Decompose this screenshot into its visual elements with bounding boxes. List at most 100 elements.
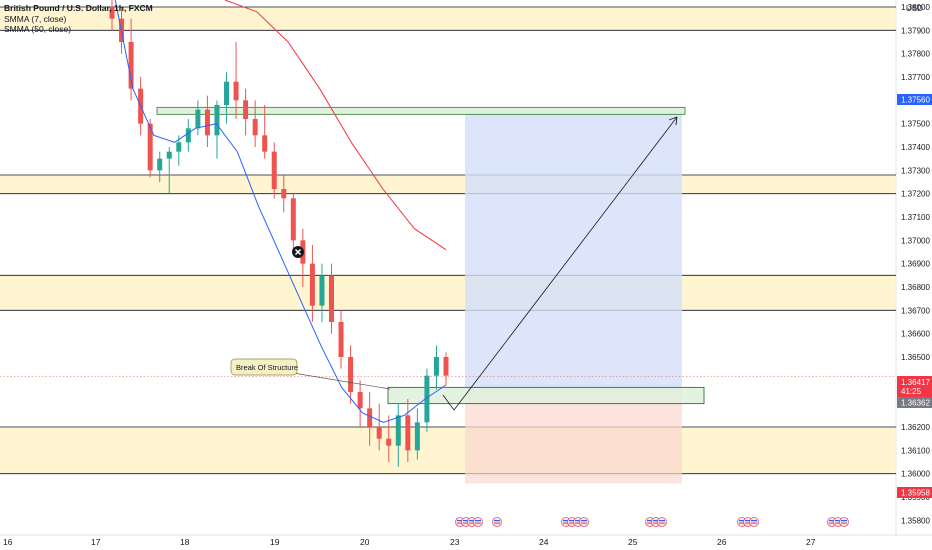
candle-body xyxy=(109,7,115,19)
candle-body xyxy=(376,427,382,439)
flag-stripe-blue xyxy=(659,520,665,522)
flag-stripe-red xyxy=(659,522,665,524)
candle-body xyxy=(443,357,449,376)
flag-stripe-red xyxy=(563,522,569,524)
candle-body xyxy=(290,198,296,241)
candle-body xyxy=(243,100,249,119)
candle-body xyxy=(424,375,430,423)
price-tick-label: 1.35800 xyxy=(901,516,930,525)
event-flag-icon xyxy=(657,517,667,527)
date-tick-label: 25 xyxy=(628,537,638,547)
candle-body xyxy=(395,415,401,446)
candle-body xyxy=(386,438,392,446)
flag-stripe-red xyxy=(841,522,847,524)
candle-body xyxy=(176,142,182,152)
smma-50-line xyxy=(224,0,447,251)
long-position-tool[interactable] xyxy=(465,109,682,484)
flag-stripe-blue xyxy=(647,520,653,522)
flag-stripe-blue xyxy=(745,520,751,522)
price-tick-label: 1.36900 xyxy=(901,260,930,269)
profit-target-zone[interactable] xyxy=(465,109,682,390)
symbol-title[interactable]: British Pound / U.S. Dollar, 1h, FXCM xyxy=(4,3,153,13)
current-price-badge xyxy=(897,376,932,397)
date-tick-label: 23 xyxy=(450,537,460,547)
flag-stripe-blue xyxy=(563,520,569,522)
flag-circle xyxy=(579,517,589,527)
date-tick-label: 17 xyxy=(91,537,101,547)
flag-stripe-red xyxy=(739,522,745,524)
candle-body xyxy=(281,189,287,199)
price-tick-label: 1.37800 xyxy=(901,50,930,59)
flag-stripe-red xyxy=(835,522,841,524)
callout-text: Break Of Structure xyxy=(236,363,298,372)
date-tick-label: 26 xyxy=(717,537,727,547)
flag-stripe-red xyxy=(569,522,575,524)
flag-stripe-blue xyxy=(835,520,841,522)
chart-legend: British Pound / U.S. Dollar, 1h, FXCM SM… xyxy=(4,3,153,35)
resistance-rectangle[interactable] xyxy=(156,106,686,115)
flag-stripe-red xyxy=(647,522,653,524)
flag-circle xyxy=(657,517,667,527)
price-tick-label: 1.37100 xyxy=(901,213,930,222)
candle-body xyxy=(357,392,363,409)
price-tick-label: 1.36200 xyxy=(901,423,930,432)
close-marker-cross xyxy=(294,248,302,256)
date-tick-label: 18 xyxy=(180,537,190,547)
indicator-smma-7[interactable]: SMMA (7, close) xyxy=(4,13,67,24)
economic-events-row[interactable] xyxy=(455,517,849,527)
countdown-text: 41:25 xyxy=(901,387,922,396)
price-tick-label: 1.36600 xyxy=(901,330,930,339)
smma-7-line xyxy=(114,0,447,423)
price-tick-label: 1.36100 xyxy=(901,446,930,455)
stop-loss-zone[interactable] xyxy=(465,389,682,484)
flag-stripe-blue xyxy=(829,520,835,522)
price-tick-label: 1.37500 xyxy=(901,120,930,129)
date-tick-label: 16 xyxy=(3,537,13,547)
flag-stripe-blue xyxy=(653,520,659,522)
date-tick-label: 20 xyxy=(360,537,370,547)
price-tick-label: 1.36700 xyxy=(901,306,930,315)
flag-stripe-blue xyxy=(575,520,581,522)
stop-price-text: 1.35958 xyxy=(901,489,930,498)
target-price-badge xyxy=(897,94,932,105)
price-axis-panel[interactable] xyxy=(896,0,932,535)
callout-pointer xyxy=(292,372,391,390)
candle-body xyxy=(252,119,258,136)
flag-stripe-red xyxy=(751,522,757,524)
callout-box[interactable] xyxy=(230,358,298,376)
flag-stripe-red xyxy=(829,522,835,524)
projection-path[interactable] xyxy=(442,116,678,411)
candle-body xyxy=(328,275,334,322)
flag-circle xyxy=(473,517,483,527)
flag-stripe-red xyxy=(653,522,659,524)
entry-price-text: 1.36362 xyxy=(901,399,930,408)
entry-price-badge xyxy=(897,397,932,408)
candle-body xyxy=(166,151,172,159)
candle-body xyxy=(348,357,354,392)
indicator-smma-50[interactable]: SMMA (50, close) xyxy=(4,24,72,34)
target-price-text: 1.37560 xyxy=(901,96,930,105)
candle-body xyxy=(405,415,411,451)
flag-stripe-red xyxy=(475,522,481,524)
price-tick-label: 1.37900 xyxy=(901,26,930,35)
candle-body xyxy=(414,422,420,451)
date-tick-label: 19 xyxy=(270,537,280,547)
time-axis-labels: 16 17 18 19 20 23 24 25 26 27 xyxy=(3,537,816,547)
sr-zone xyxy=(0,427,896,474)
sr-zone xyxy=(0,175,896,194)
candle-body xyxy=(367,408,373,427)
entry-rectangle[interactable] xyxy=(387,386,705,405)
flag-stripe-blue xyxy=(494,520,500,522)
price-tick-label: 1.38000 xyxy=(901,3,930,12)
candle-body xyxy=(147,123,153,171)
candle-body xyxy=(157,158,163,171)
event-flag-icon xyxy=(579,517,589,527)
current-price-text: 1.36417 xyxy=(901,378,930,387)
flag-stripe-blue xyxy=(751,520,757,522)
candle-body xyxy=(271,151,277,189)
flag-circle xyxy=(839,517,849,527)
event-flag-icon xyxy=(492,517,502,527)
price-tick-label: 1.36800 xyxy=(901,283,930,292)
flag-stripe-blue xyxy=(475,520,481,522)
